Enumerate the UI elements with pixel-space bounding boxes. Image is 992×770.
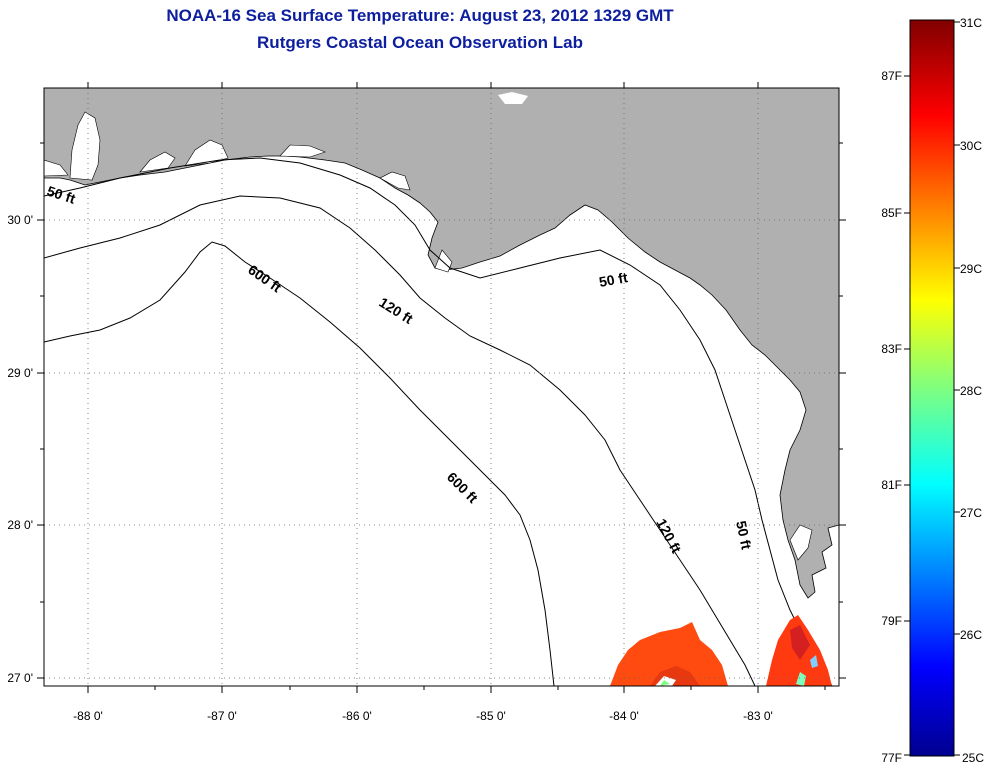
colorbar-fahrenheit-label: 83F	[881, 342, 902, 356]
lat-tick-label: 28 0'	[7, 518, 33, 532]
contour-120ft	[44, 195, 756, 686]
colorbar-celsius-label: 25C	[962, 751, 984, 765]
lon-tick-label: -84 0'	[609, 709, 639, 723]
colorbar-celsius-label: 28C	[960, 384, 982, 398]
colorbar-fahrenheit-label: 77F	[881, 751, 902, 765]
colorbar-celsius-label: 26C	[960, 628, 982, 642]
lon-tick-label: -85 0'	[476, 709, 506, 723]
contour-label-50ft: 50 ft	[733, 519, 755, 551]
colorbar-fahrenheit-label: 87F	[881, 69, 902, 83]
map-frame	[43, 87, 840, 687]
colorbar-fahrenheit-label: 81F	[881, 478, 902, 492]
lon-tick-label: -88 0'	[73, 709, 103, 723]
colorbar-celsius-label: 30C	[960, 139, 982, 153]
contour-label-50ft: 50 ft	[598, 269, 629, 290]
lon-tick-label: -86 0'	[342, 709, 372, 723]
colorbar-celsius-label: 27C	[960, 506, 982, 520]
lat-tick-label: 30 0'	[7, 213, 33, 227]
colorbar-ticks	[904, 21, 960, 756]
map-title: NOAA-16 Sea Surface Temperature: August …	[166, 6, 674, 25]
colorbar-fahrenheit-label: 85F	[881, 206, 902, 220]
sst-data-patch	[610, 622, 728, 686]
lat-tick-label: 27 0'	[7, 671, 33, 685]
lon-tick-label: -87 0'	[207, 709, 237, 723]
lon-tick-label: -83 0'	[743, 709, 773, 723]
map-subtitle: Rutgers Coastal Ocean Observation Lab	[257, 33, 583, 52]
contour-600ft	[44, 241, 555, 686]
lat-tick-label: 29 0'	[7, 366, 33, 380]
colorbar-celsius-label: 29C	[960, 262, 982, 276]
frame-ticks	[37, 82, 846, 693]
colorbar-celsius-label: 31C	[960, 16, 982, 30]
land-mass	[44, 88, 839, 599]
colorbar-fahrenheit-label: 79F	[881, 614, 902, 628]
colorbar	[909, 19, 955, 757]
contour-50ft	[44, 157, 833, 686]
